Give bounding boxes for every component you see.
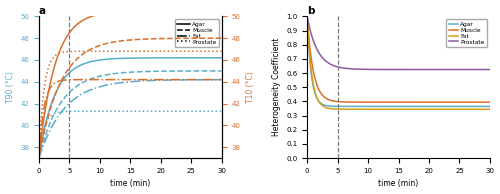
X-axis label: time (min): time (min) — [110, 179, 150, 188]
Prostate — [351, 68, 357, 70]
Y-axis label: Heterogeneity Coefficient: Heterogeneity Coefficient — [272, 38, 280, 136]
Fat — [351, 108, 357, 110]
Agar — [487, 105, 493, 107]
Fat — [442, 108, 448, 110]
Fat — [426, 108, 432, 110]
Muscle — [304, 15, 310, 17]
Prostate — [304, 15, 310, 17]
Text: b: b — [307, 6, 314, 16]
Prostate — [336, 66, 342, 68]
Line: Fat: Fat — [307, 16, 490, 109]
Line: Prostate: Prostate — [307, 16, 490, 69]
Muscle — [426, 101, 432, 103]
Prostate — [442, 68, 448, 71]
Fat — [412, 108, 418, 110]
Agar — [412, 105, 418, 107]
Agar — [442, 105, 448, 107]
Agar — [426, 105, 432, 107]
Muscle — [412, 101, 418, 103]
Fat — [304, 15, 310, 17]
Y-axis label: T10 (°C): T10 (°C) — [246, 71, 255, 103]
Muscle — [442, 101, 448, 103]
Agar — [336, 105, 342, 107]
Y-axis label: T90 (°C): T90 (°C) — [6, 71, 15, 103]
Muscle — [336, 100, 342, 103]
Fat — [481, 108, 487, 110]
Fat — [336, 108, 342, 110]
Agar — [458, 105, 464, 107]
Prostate — [387, 68, 393, 71]
Agar — [387, 105, 393, 107]
Legend: Agar, Muscle, Fat, Prostate: Agar, Muscle, Fat, Prostate — [446, 19, 487, 47]
Line: Agar: Agar — [307, 16, 490, 106]
Fat — [487, 108, 493, 110]
Muscle — [387, 101, 393, 103]
Muscle — [487, 101, 493, 103]
Agar — [351, 105, 357, 107]
Legend: Agar, Muscle, Fat, Prostate: Agar, Muscle, Fat, Prostate — [174, 19, 218, 47]
Prostate — [426, 68, 432, 71]
Agar — [304, 15, 310, 17]
Prostate — [487, 68, 493, 71]
X-axis label: time (min): time (min) — [378, 179, 418, 188]
Fat — [387, 108, 393, 110]
Line: Muscle: Muscle — [307, 16, 490, 102]
Prostate — [412, 68, 418, 71]
Text: a: a — [39, 6, 46, 16]
Muscle — [351, 101, 357, 103]
